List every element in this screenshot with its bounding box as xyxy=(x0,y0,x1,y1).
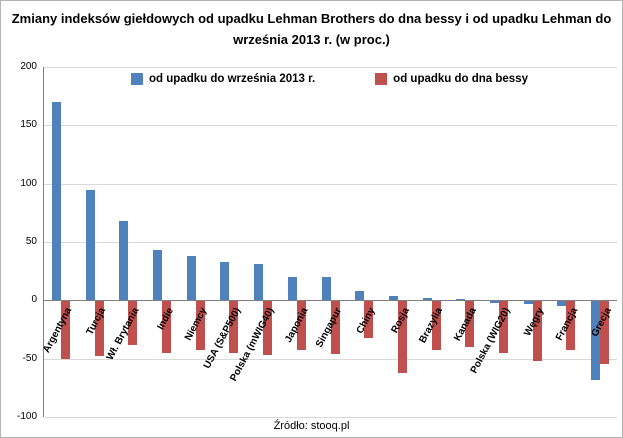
bar-to-bottom xyxy=(95,300,104,357)
bar-to-bottom xyxy=(364,300,373,338)
bar-to-sep2013 xyxy=(52,102,61,301)
bar-to-sep2013 xyxy=(322,277,331,301)
legend: od upadku do września 2013 r. od upadku … xyxy=(43,73,616,85)
legend-label-to-sep2013: od upadku do września 2013 r. xyxy=(149,73,316,85)
gridline xyxy=(44,125,617,127)
bar-to-bottom xyxy=(499,300,508,353)
bar-to-bottom xyxy=(533,300,542,361)
legend-label-to-bottom: od upadku do dna bessy xyxy=(393,73,528,85)
bar-to-sep2013 xyxy=(591,300,600,380)
bar-to-bottom xyxy=(128,300,137,345)
gridline xyxy=(44,242,617,243)
bar-to-sep2013 xyxy=(187,256,196,301)
bar-to-bottom xyxy=(229,300,238,353)
y-tick-label: 50 xyxy=(25,236,37,247)
y-tick-label: 100 xyxy=(20,177,37,189)
category-label: Rosja xyxy=(389,306,412,336)
bar-to-sep2013 xyxy=(456,299,465,301)
bar-to-bottom xyxy=(263,300,272,356)
bar-to-sep2013 xyxy=(524,300,533,304)
bar-to-sep2013 xyxy=(557,300,566,307)
y-tick-label: -100 xyxy=(16,411,37,422)
zero-axis-line xyxy=(44,300,617,302)
y-tick-label: 0 xyxy=(31,294,37,306)
bar-to-bottom xyxy=(432,300,441,351)
bar-to-sep2013 xyxy=(490,300,499,303)
legend-swatch-blue-icon xyxy=(131,73,143,85)
bar-to-bottom xyxy=(398,300,407,373)
bar-to-sep2013 xyxy=(389,295,398,301)
gridline xyxy=(44,67,617,68)
bar-to-bottom xyxy=(61,300,70,359)
bar-to-sep2013 xyxy=(220,261,229,301)
bar-to-bottom xyxy=(297,300,306,351)
plot-area: Argentyna Turcja Wł. Brytania Indie Niemcy US… xyxy=(42,67,617,418)
bar-to-bottom xyxy=(196,300,205,351)
source-text: Źródło: stooq.pl xyxy=(273,420,350,432)
gridline xyxy=(44,417,617,418)
bar-to-sep2013 xyxy=(423,298,432,301)
legend-item-to-bottom: od upadku do dna bessy xyxy=(375,73,528,85)
category-label: Indie xyxy=(155,306,176,333)
gridline xyxy=(44,358,617,360)
chart-title: Zmiany indeksów giełdowych od upadku Leh… xyxy=(11,11,612,48)
bar-to-sep2013 xyxy=(355,291,364,301)
bar-to-bottom xyxy=(465,300,474,347)
bar-to-sep2013 xyxy=(254,264,263,301)
gridline xyxy=(44,183,617,185)
bar-to-sep2013 xyxy=(288,277,297,301)
bar-to-sep2013 xyxy=(153,250,162,301)
bar-to-bottom xyxy=(566,300,575,351)
category-label: Chiny xyxy=(355,306,378,337)
y-tick-label: 150 xyxy=(20,119,37,131)
bar-to-bottom xyxy=(600,300,609,365)
y-tick-label: 200 xyxy=(20,61,37,72)
y-tick-label: -50 xyxy=(22,352,37,364)
bar-to-bottom xyxy=(331,300,340,354)
legend-swatch-red-icon xyxy=(375,73,388,85)
legend-item-to-sep2013: od upadku do września 2013 r. xyxy=(131,73,315,85)
category-label: Turcja xyxy=(84,306,109,338)
bar-to-bottom xyxy=(162,300,171,353)
bar-to-sep2013 xyxy=(86,189,95,301)
bar-to-sep2013 xyxy=(119,221,128,301)
